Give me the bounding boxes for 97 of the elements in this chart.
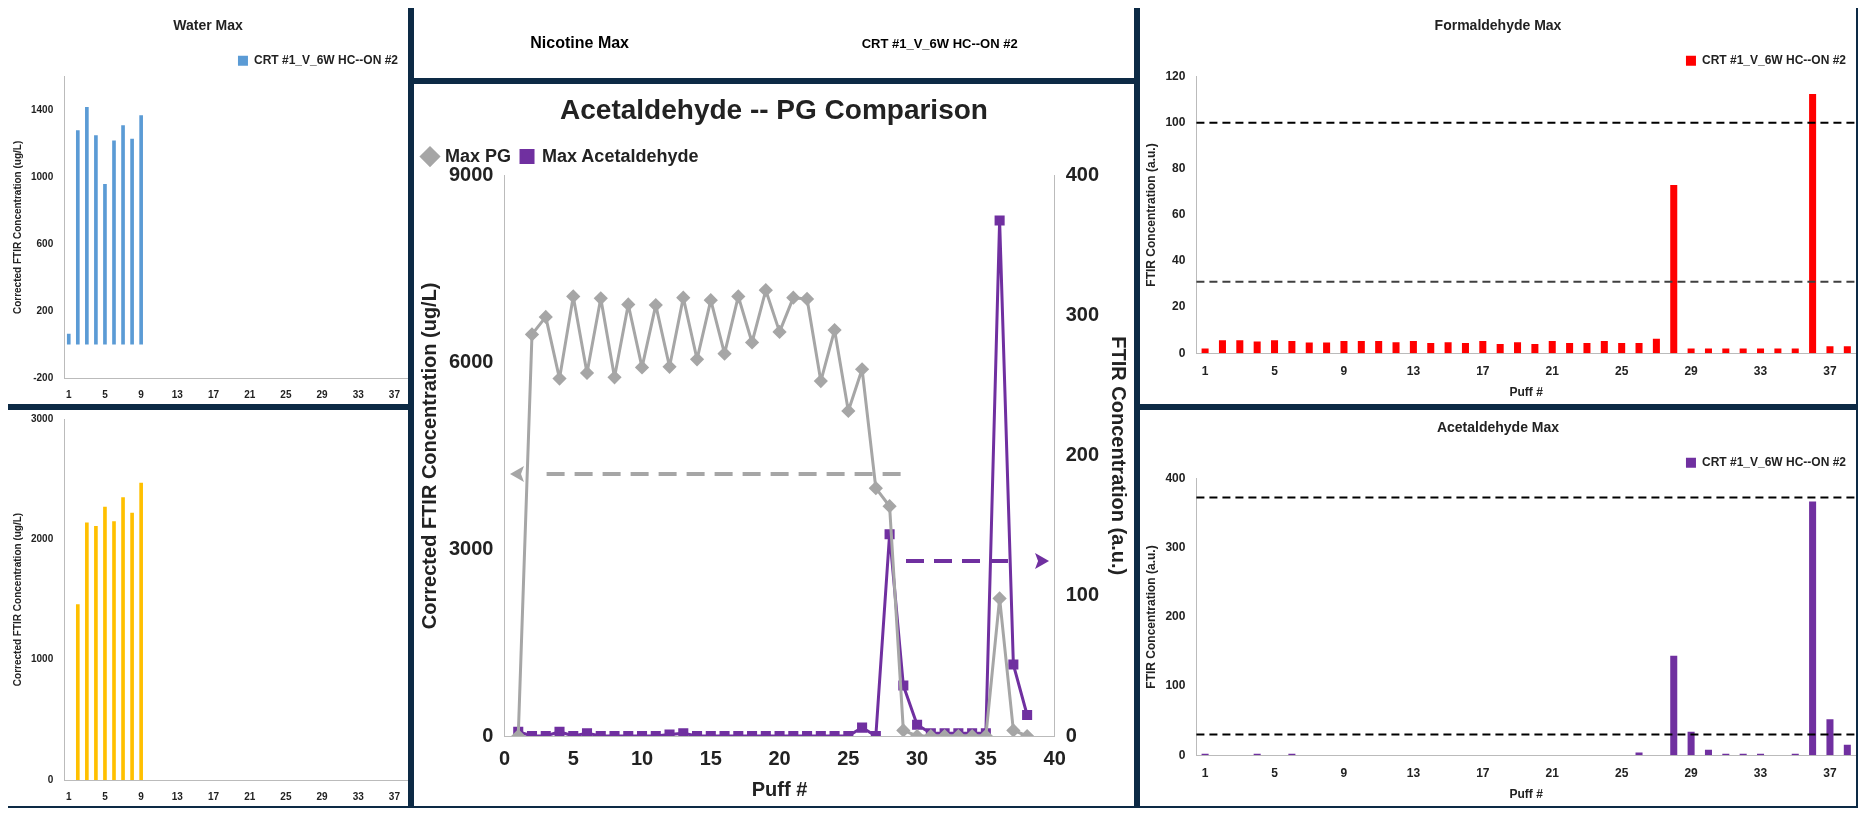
y-axis-title: Corrected FTIR Concentration (ug/L) bbox=[11, 140, 23, 315]
text: CRT #1_V_6W HC--ON #2 bbox=[861, 35, 1018, 51]
chart-title: Acetaldehyde Max bbox=[1436, 419, 1560, 436]
y-tick-label: 2000 bbox=[31, 533, 54, 545]
y-tick-label: 100 bbox=[1165, 115, 1186, 130]
x-tick-label: 5 bbox=[1271, 363, 1279, 378]
y-axis-title: Corrected FTIR Concentration (ug/L) bbox=[417, 282, 440, 630]
x-tick-label: 9 bbox=[1340, 363, 1348, 378]
x-tick-label: 17 bbox=[1476, 765, 1490, 780]
y-tick-label: 1400 bbox=[31, 104, 54, 116]
x-axis-title: Puff # bbox=[751, 777, 808, 800]
text: Nicotine Max bbox=[530, 34, 629, 52]
x-axis-title: Puff # bbox=[1509, 787, 1544, 802]
x-tick-label: 37 bbox=[388, 790, 401, 802]
x-axis-title: Puff # bbox=[1509, 385, 1544, 400]
y-tick-label: 200 bbox=[36, 304, 54, 316]
y-tick-label: 1000 bbox=[31, 653, 54, 665]
x-tick-label: 25 bbox=[837, 746, 860, 769]
x-tick-label: 1 bbox=[1201, 363, 1209, 378]
x-tick-label: 37 bbox=[1823, 765, 1837, 780]
x-tick-label: 13 bbox=[1406, 765, 1421, 780]
chart-title: Acetaldehyde -- PG Comparison bbox=[560, 93, 988, 125]
y-tick-label: 200 bbox=[1165, 609, 1186, 624]
x-tick-label: 40 bbox=[1043, 746, 1066, 769]
x-tick-label: 17 bbox=[207, 388, 220, 400]
chart-title: Water Max bbox=[173, 17, 243, 34]
x-tick-label: 29 bbox=[316, 790, 329, 802]
x-tick-label: 25 bbox=[280, 790, 292, 802]
x-tick-label: 0 bbox=[498, 746, 511, 769]
y-tick-label: 3000 bbox=[448, 536, 494, 559]
x-tick-label: 17 bbox=[1476, 363, 1490, 378]
x-tick-label: 29 bbox=[1684, 765, 1699, 780]
y-tick-label: 600 bbox=[36, 237, 54, 249]
x-tick-label: 21 bbox=[1545, 363, 1560, 378]
chart-title: Formaldehyde Max bbox=[1434, 17, 1562, 34]
y2-tick-label: 300 bbox=[1065, 303, 1100, 326]
y-tick-label: 3000 bbox=[31, 412, 54, 424]
x-tick-label: 10 bbox=[630, 746, 654, 769]
legend-label: Max PG bbox=[445, 145, 512, 166]
y2-tick-label: 100 bbox=[1065, 583, 1100, 606]
x-tick-label: 29 bbox=[1684, 363, 1699, 378]
x-tick-label: 29 bbox=[316, 388, 329, 400]
x-tick-label: 21 bbox=[1545, 765, 1560, 780]
y-tick-label: 0 bbox=[1178, 345, 1186, 360]
y-tick-label: 40 bbox=[1172, 253, 1186, 268]
y2-axis-title: FTIR Concentration (a.u.) bbox=[1108, 336, 1131, 576]
y-tick-label: 0 bbox=[482, 723, 494, 746]
x-tick-label: 17 bbox=[207, 790, 220, 802]
y-axis-title: FTIR Concentration (a.u.) bbox=[1143, 143, 1158, 287]
y-tick-label: 300 bbox=[1165, 540, 1186, 555]
legend-label: CRT #1_V_6W HC--ON #2 bbox=[1701, 53, 1847, 68]
x-tick-label: 9 bbox=[138, 388, 145, 400]
y-axis-title: FTIR Concentration (a.u.) bbox=[1143, 545, 1158, 689]
x-tick-label: 5 bbox=[567, 746, 579, 769]
x-tick-label: 20 bbox=[768, 746, 791, 769]
x-tick-label: 21 bbox=[244, 790, 256, 802]
x-tick-label: 25 bbox=[1615, 363, 1629, 378]
x-tick-label: 37 bbox=[1823, 363, 1837, 378]
x-tick-label: 9 bbox=[138, 790, 145, 802]
x-tick-label: 33 bbox=[1753, 363, 1768, 378]
legend-label: CRT #1_V_6W HC--ON #2 bbox=[1701, 455, 1847, 470]
x-tick-label: 13 bbox=[171, 388, 184, 400]
x-tick-label: 15 bbox=[699, 746, 722, 769]
y-tick-label: 80 bbox=[1172, 161, 1186, 176]
x-tick-label: 33 bbox=[1753, 765, 1768, 780]
x-tick-label: 25 bbox=[280, 388, 292, 400]
y2-tick-label: 200 bbox=[1065, 443, 1100, 466]
x-tick-label: 9 bbox=[1340, 765, 1348, 780]
x-tick-label: 5 bbox=[1271, 765, 1279, 780]
x-tick-label: 5 bbox=[102, 388, 109, 400]
legend-label: CRT #1_V_6W HC--ON #2 bbox=[253, 53, 399, 68]
x-tick-label: 25 bbox=[1615, 765, 1629, 780]
y2-tick-label: 0 bbox=[1065, 723, 1077, 746]
x-tick-label: 21 bbox=[244, 388, 256, 400]
x-tick-label: 13 bbox=[1406, 363, 1421, 378]
y-axis-title: Corrected FTIR Concentration (ug/L) bbox=[11, 512, 23, 687]
y-tick-label: 1000 bbox=[31, 170, 54, 182]
x-tick-label: 33 bbox=[352, 388, 365, 400]
y-tick-label: 100 bbox=[1165, 678, 1186, 693]
x-tick-label: 37 bbox=[388, 388, 401, 400]
y-tick-label: 6000 bbox=[448, 349, 494, 372]
y-tick-label: -200 bbox=[33, 371, 54, 383]
x-tick-label: 1 bbox=[65, 388, 72, 400]
x-tick-label: 33 bbox=[352, 790, 365, 802]
y-tick-label: 400 bbox=[1165, 471, 1186, 486]
x-tick-label: 35 bbox=[974, 746, 997, 769]
y-tick-label: 9000 bbox=[448, 163, 494, 186]
y-tick-label: 20 bbox=[1172, 299, 1186, 314]
x-tick-label: 1 bbox=[1201, 765, 1209, 780]
x-tick-label: 30 bbox=[905, 746, 929, 769]
y-tick-label: 120 bbox=[1165, 69, 1186, 84]
y2-tick-label: 400 bbox=[1065, 163, 1100, 186]
x-tick-label: 1 bbox=[65, 790, 72, 802]
x-tick-label: 5 bbox=[102, 790, 109, 802]
y-tick-label: 60 bbox=[1172, 207, 1186, 222]
legend-label: Max Acetaldehyde bbox=[542, 145, 699, 166]
x-tick-label: 13 bbox=[171, 790, 184, 802]
